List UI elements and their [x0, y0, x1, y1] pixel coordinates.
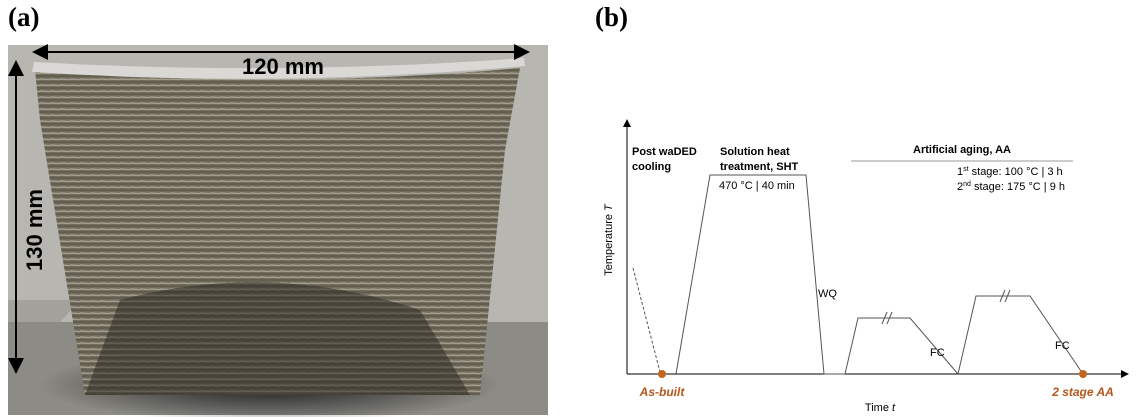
panel-label: (a) — [8, 2, 39, 32]
axis-symbol: T — [603, 203, 615, 211]
height-label: 130 mm — [22, 189, 47, 271]
state-marker — [658, 370, 666, 378]
cooling-label: FC — [1055, 340, 1070, 352]
cooling-label: FC — [930, 347, 945, 359]
condition: 2nd stage: 175 °C | 9 h — [957, 181, 1065, 193]
cooling-curve — [633, 268, 660, 372]
phase-title: Solution heat — [720, 146, 790, 158]
axis-name: Temperature — [603, 211, 615, 276]
state-label: As-built — [639, 385, 686, 399]
cooling-label: WQ — [818, 288, 837, 300]
condition: 1st stage: 100 °C | 3 h — [957, 166, 1063, 178]
phase-title: treatment, SHT — [720, 161, 799, 173]
y-axis-title: Temperature T — [603, 203, 615, 276]
photo — [8, 45, 548, 417]
state-label: 2 stage AA — [1051, 385, 1114, 399]
state-marker — [1079, 370, 1087, 378]
phase-title: Artificial aging, AA — [913, 144, 1011, 156]
x-axis-title: Time t — [865, 402, 896, 414]
axis-symbol: t — [892, 402, 896, 414]
stage-text: stage: 175 °C | 9 h — [971, 181, 1065, 193]
panel-label: (b) — [595, 2, 628, 32]
width-label: 120 mm — [242, 54, 324, 79]
stage-suffix: nd — [963, 181, 971, 188]
figure: 120 mm 130 mm (a) (b) Temperature T Time… — [0, 0, 1136, 417]
axis-name: Time — [865, 402, 892, 414]
stage-text: stage: 100 °C | 3 h — [969, 166, 1063, 178]
phase-title: Post waDED — [632, 146, 697, 158]
temperature-profile — [676, 175, 1083, 374]
condition: 470 °C | 40 min — [719, 180, 795, 192]
phase-title: cooling — [632, 161, 671, 173]
break-mark — [882, 290, 1010, 324]
